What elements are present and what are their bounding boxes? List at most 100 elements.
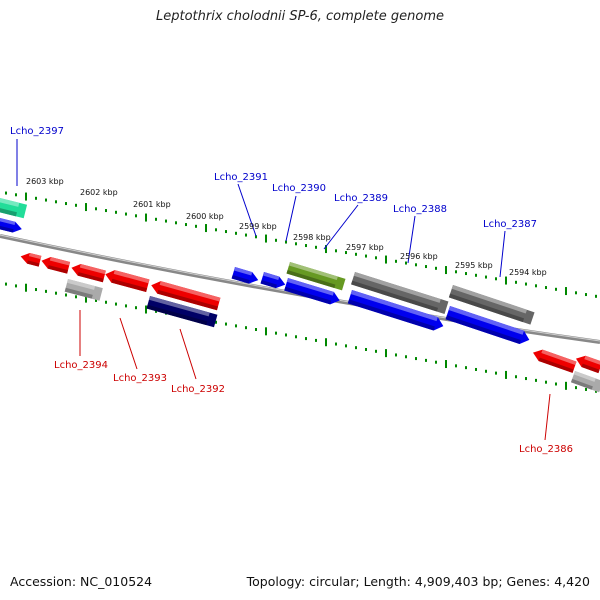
lcho-2391-gene	[231, 267, 259, 284]
kbp-label: 2595 kbp	[455, 261, 493, 270]
reverse-gene	[533, 349, 577, 373]
lcho-2389-feature	[286, 262, 346, 291]
lcho-2394-feature	[64, 279, 103, 301]
outer-tick-dot	[455, 270, 457, 274]
forward-gene-label: Lcho_2391	[214, 172, 268, 183]
reverse-gene	[20, 252, 42, 267]
inner-tick-dot	[305, 337, 307, 341]
inner-tick-dot	[315, 338, 317, 342]
outer-tick-major-tick	[25, 192, 27, 201]
accession-text: Accession: NC_010524	[10, 574, 153, 589]
inner-tick-dot	[5, 282, 7, 286]
outer-tick-dot	[45, 198, 47, 202]
inner-tick-dot	[125, 304, 127, 308]
outer-tick-dot	[115, 210, 117, 214]
outer-tick-dot	[435, 266, 437, 270]
reverse-gene	[105, 270, 150, 292]
inner-tick-dot	[245, 326, 247, 330]
tick-dots	[5, 191, 597, 393]
outer-tick-dot	[335, 249, 337, 253]
kbp-labels: 2603 kbp 2602 kbp 2601 kbp 2600 kbp 2599 kbp…	[26, 177, 547, 277]
outer-tick-dot	[95, 207, 97, 211]
reverse-gene	[151, 281, 221, 311]
reverse-gene	[575, 355, 600, 374]
outer-tick-dot	[405, 261, 407, 265]
inner-tick-dot	[105, 300, 107, 304]
inner-tick-dot	[345, 344, 347, 348]
kbp-label: 2602 kbp	[80, 188, 118, 197]
inner-tick-dot	[275, 331, 277, 335]
outer-tick-dot	[235, 231, 237, 235]
outer-tick-major-tick	[565, 287, 567, 296]
outer-tick-major-tick	[445, 266, 447, 275]
forward-label-leader	[407, 215, 416, 264]
inner-tick-dot	[75, 295, 77, 299]
outer-tick-dot	[365, 254, 367, 258]
outer-tick-major-tick	[205, 224, 207, 233]
forward-label-leader	[499, 230, 506, 278]
outer-tick-dot	[305, 244, 307, 248]
inner-tick-dot	[435, 360, 437, 364]
lcho-2388-feature	[351, 272, 449, 314]
outer-tick-dot	[585, 293, 587, 297]
outer-tick-dot	[135, 214, 137, 218]
inner-tick-dot	[135, 306, 137, 310]
outer-tick-dot	[165, 219, 167, 223]
forward-gene	[445, 306, 530, 345]
forward-label-leader	[323, 204, 359, 250]
inner-tick-major-tick	[565, 381, 567, 390]
outer-tick-dot	[545, 286, 547, 290]
genome-summary-text: Topology: circular; Length: 4,909,403 bp…	[246, 574, 590, 589]
forward-gene	[347, 290, 444, 331]
outer-tick-dot	[495, 277, 497, 281]
inner-tick-major-tick	[325, 338, 327, 347]
inner-tick-dot	[285, 333, 287, 337]
outer-tick-dot	[175, 221, 177, 225]
inner-tick-dot	[95, 298, 97, 302]
outer-tick-major-tick	[325, 245, 327, 254]
outer-tick-dot	[395, 259, 397, 263]
inner-tick-dot	[475, 367, 477, 371]
inner-tick-major-tick	[25, 283, 27, 292]
outer-tick-dot	[285, 240, 287, 244]
inner-tick-major-tick	[385, 349, 387, 358]
outer-tick-major-tick	[385, 255, 387, 264]
reverse-gene-label: Lcho_2394	[54, 360, 108, 371]
forward-gene-label: Lcho_2397	[10, 126, 64, 137]
outer-tick-dot	[65, 202, 67, 206]
inner-tick-dot	[355, 346, 357, 350]
outer-tick-dot	[275, 238, 277, 242]
inner-tick-dot	[575, 386, 577, 390]
lcho-2392-feature	[146, 296, 218, 328]
outer-tick-dot	[195, 224, 197, 228]
inner-tick-dot	[515, 375, 517, 379]
outer-tick-dot	[245, 233, 247, 237]
inner-tick-dot	[45, 289, 47, 293]
outer-tick-dot	[355, 252, 357, 256]
inner-tick-dot	[465, 366, 467, 370]
inner-tick-dot	[455, 364, 457, 368]
inner-tick-dot	[395, 353, 397, 357]
outer-tick-dot	[465, 272, 467, 276]
inner-tick-dot	[525, 377, 527, 381]
reverse-label-leader	[179, 328, 197, 380]
gene-labels: Lcho_2397 Lcho_2391 Lcho_2390 Lcho_2389 Lcho…	[10, 126, 573, 455]
outer-tick-dot	[215, 228, 217, 232]
lcho-2390-gene	[260, 272, 286, 289]
inner-tick-major-tick	[445, 360, 447, 369]
inner-tick-dot	[65, 293, 67, 297]
inner-tick-dot	[585, 387, 587, 391]
inner-tick-dot	[225, 322, 227, 326]
kbp-label: 2594 kbp	[509, 268, 547, 277]
forward-gene-label: Lcho_2390	[272, 183, 326, 194]
label-leader-lines	[16, 139, 551, 441]
outer-tick-dot	[125, 212, 127, 216]
reverse-gene	[71, 264, 106, 283]
reverse-gene-label: Lcho_2392	[171, 384, 225, 395]
kbp-label: 2596 kbp	[400, 252, 438, 261]
outer-tick-dot	[515, 280, 517, 284]
inner-tick-dot	[295, 335, 297, 339]
outer-tick-dot	[295, 242, 297, 246]
inner-tick-dot	[405, 355, 407, 359]
outer-tick-dot	[575, 291, 577, 295]
